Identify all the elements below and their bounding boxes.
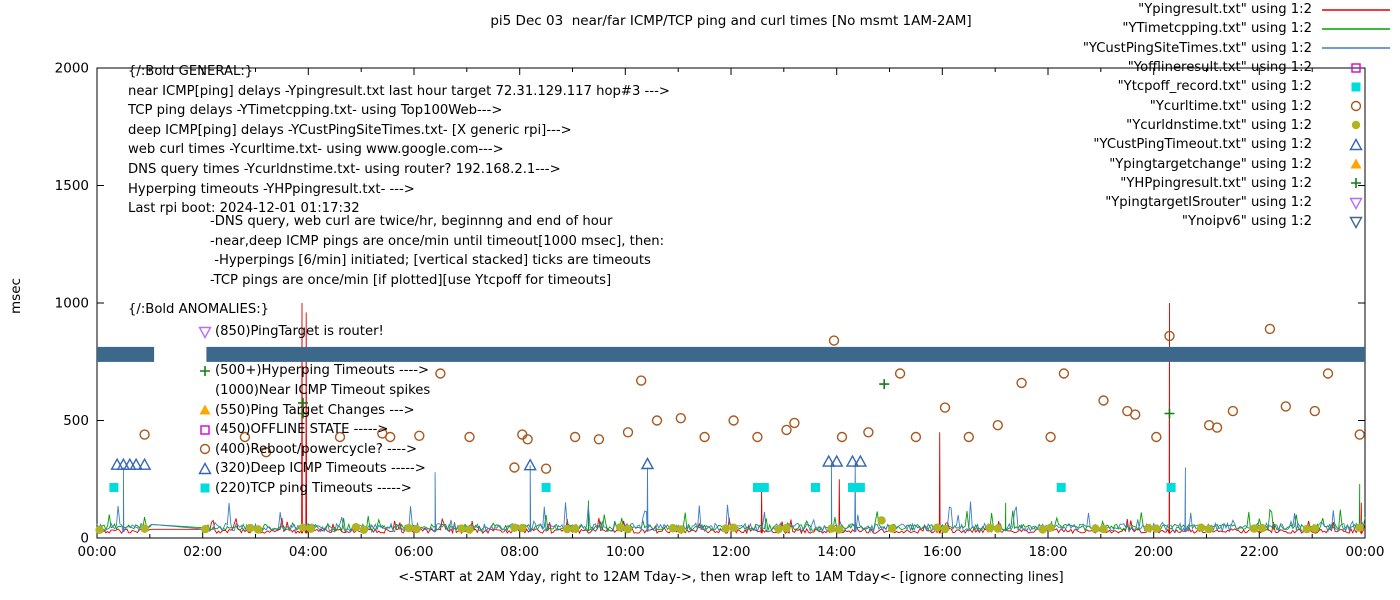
x-tick-label: 14:00 <box>817 544 856 560</box>
series-Ypingresult-line <box>96 302 1366 535</box>
x-tick-label: 22:00 <box>1240 544 1279 560</box>
x-tick-label: 10:00 <box>606 544 645 560</box>
x-tick-label: 00:00 <box>78 544 117 560</box>
plot-border <box>96 67 1366 539</box>
x-tick-label: 02:00 <box>183 544 222 560</box>
series-Ycurldnstime <box>95 516 1364 534</box>
x-tick-label: 20:00 <box>1134 544 1173 560</box>
x-tick-label: 04:00 <box>289 544 328 560</box>
x-tick-label: 16:00 <box>923 544 962 560</box>
Ynoipv6-band <box>97 346 155 362</box>
x-tick-label: 18:00 <box>1029 544 1068 560</box>
y-tick-label: 500 <box>63 413 89 429</box>
y-tick-label: 0 <box>80 531 89 547</box>
x-tick-label: 12:00 <box>712 544 751 560</box>
series-YCustPingSiteTimes-line <box>96 462 1366 534</box>
series-Ytcpoff_record <box>109 483 1176 492</box>
x-tick-label: 08:00 <box>500 544 539 560</box>
y-tick-label: 2000 <box>55 61 89 77</box>
series-YCustPingTimeout <box>110 454 868 471</box>
chart-title: pi5 Dec 03 near/far ICMP/TCP ping and cu… <box>490 13 972 29</box>
x-axis-label: <-START at 2AM Yday, right to 12AM Tday-… <box>398 570 1064 585</box>
series-Ycurltime <box>139 323 1365 474</box>
x-tick-label: 06:00 <box>395 544 434 560</box>
y-tick-label: 1000 <box>55 296 89 312</box>
y-tick-label: 1500 <box>55 178 89 194</box>
x-tick-label: 00:00 <box>1346 544 1385 560</box>
Ynoipv6-band <box>206 346 1365 362</box>
series-YHPpingresult <box>298 379 1175 419</box>
